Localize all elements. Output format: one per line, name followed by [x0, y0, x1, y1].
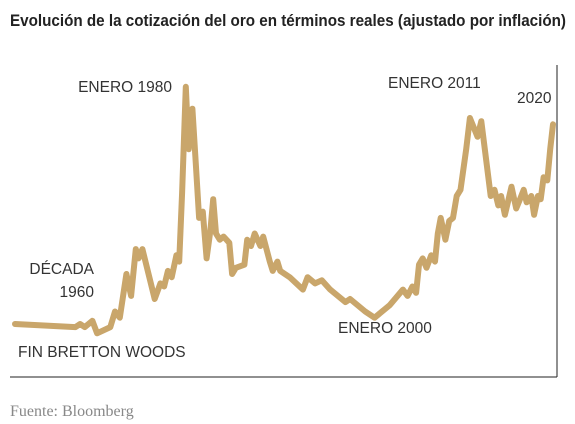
annotation: 2020	[517, 90, 552, 107]
source: Fuente: Bloomberg	[10, 403, 134, 420]
annotation: FIN BRETTON WOODS	[18, 344, 186, 361]
annotation: ENERO 1980	[78, 79, 172, 96]
chart-title: Evolución de la cotización del oro en té…	[10, 11, 566, 30]
annotation: ENERO 2000	[338, 320, 432, 337]
annotation: DÉCADA	[29, 261, 94, 278]
price-line	[12, 83, 556, 337]
annotation: ENERO 2011	[388, 75, 481, 92]
annotation: 1960	[60, 284, 95, 301]
